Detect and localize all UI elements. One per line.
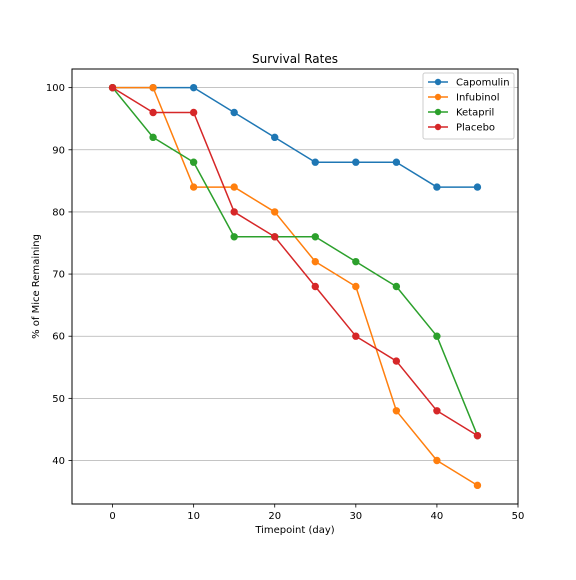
legend-box	[422, 72, 515, 140]
series-line	[111, 86, 479, 437]
x-axis-label: Timepoint (day)	[254, 525, 334, 536]
legend-marker	[434, 123, 442, 131]
data-point	[189, 108, 198, 117]
legend-item-infubinol: Infubinol	[428, 93, 500, 104]
x-tick-label: 50	[512, 511, 525, 522]
data-point	[311, 257, 319, 266]
data-point	[149, 133, 157, 142]
y-tick-label: 100	[46, 83, 65, 94]
data-point	[352, 257, 360, 266]
data-point	[433, 183, 441, 191]
y-tick-label: 50	[52, 394, 65, 405]
y-axis: 40 50 60 70 80 90 100	[46, 83, 72, 467]
data-point	[392, 282, 401, 291]
data-point	[149, 108, 157, 117]
data-point	[392, 357, 401, 365]
legend-marker	[434, 78, 442, 86]
chart-title: Survival Rates	[252, 52, 338, 66]
y-axis-label: % of Mice Remaining	[31, 234, 42, 339]
data-point	[311, 233, 319, 241]
y-tick-label: 70	[52, 270, 65, 281]
data-point	[230, 108, 238, 117]
data-point	[149, 83, 157, 92]
series-line	[111, 86, 479, 437]
y-tick-label: 40	[52, 456, 65, 467]
data-point	[352, 332, 360, 340]
data-point	[189, 183, 198, 191]
x-tick-label: 30	[349, 511, 362, 522]
data-point	[108, 83, 117, 92]
legend-item-placebo: Placebo	[428, 123, 495, 134]
legend-label: Infubinol	[456, 93, 500, 104]
legend-item-ketapril: Ketapril	[428, 108, 494, 119]
data-point	[230, 183, 238, 191]
data-point	[311, 158, 319, 166]
data-point	[189, 158, 198, 166]
legend-label: Capomulin	[456, 78, 510, 89]
series-layer	[108, 83, 482, 490]
legend-label: Ketapril	[456, 108, 494, 119]
legend: Capomulin Infubinol Ketapril Placebo	[422, 72, 515, 140]
legend-marker	[434, 93, 442, 101]
data-point	[433, 456, 441, 465]
x-axis: 0 10 20 30 40 50	[109, 504, 524, 522]
data-point	[352, 282, 360, 291]
data-point	[230, 233, 238, 241]
y-tick-label: 80	[52, 207, 65, 218]
series-placebo	[108, 83, 482, 440]
y-tick-label: 90	[52, 145, 65, 156]
legend-label: Placebo	[456, 123, 495, 134]
data-point	[230, 208, 238, 216]
data-point	[311, 282, 319, 291]
data-point	[473, 431, 482, 440]
data-point	[352, 158, 360, 166]
data-point	[473, 481, 482, 490]
x-tick-label: 10	[187, 511, 200, 522]
data-point	[433, 407, 441, 415]
data-point	[392, 407, 401, 415]
data-point	[473, 183, 482, 191]
data-point	[189, 83, 198, 92]
legend-marker	[434, 108, 442, 116]
data-point	[271, 233, 279, 241]
y-tick-label: 60	[52, 332, 65, 343]
data-point	[433, 332, 441, 340]
x-tick-label: 40	[431, 511, 444, 522]
x-tick-label: 20	[268, 511, 281, 522]
plot-frame	[71, 68, 519, 505]
data-point	[271, 133, 279, 142]
legend-item-capomulin: Capomulin	[428, 78, 510, 89]
data-point	[271, 208, 279, 216]
x-tick-label: 0	[109, 511, 115, 522]
data-point	[392, 158, 401, 166]
series-line	[111, 86, 479, 188]
